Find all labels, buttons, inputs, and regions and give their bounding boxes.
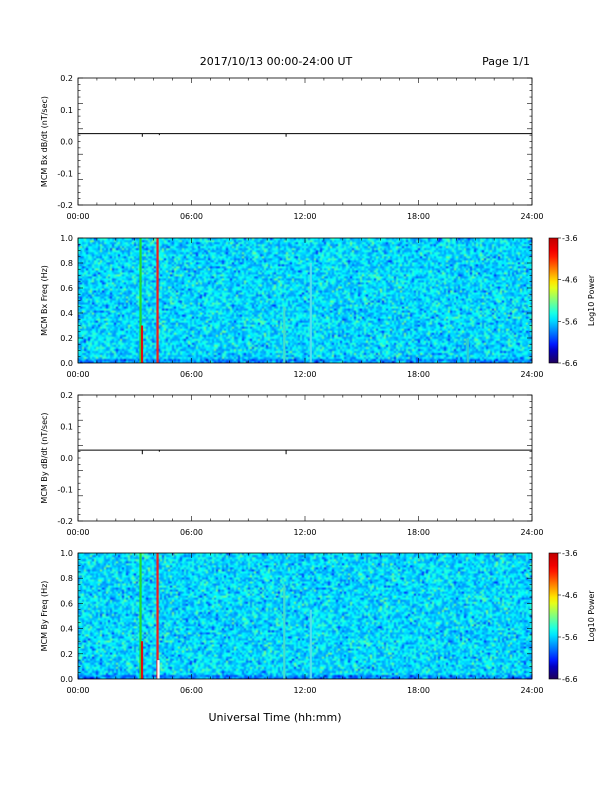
y-tick-label: 1.0 (60, 549, 73, 558)
x-tick-label: 24:00 (520, 212, 543, 221)
colorbar-tick-label: -6.6 (562, 359, 578, 368)
panel-2 (77, 237, 561, 364)
spectral-band-5 (309, 263, 312, 363)
x-tick-label: 12:00 (293, 212, 316, 221)
y-tick-label: 0.0 (60, 138, 73, 147)
y-axis-title: MCM By Freq (Hz) (40, 581, 49, 652)
y-axis-title: MCM Bx Freq (Hz) (40, 265, 49, 336)
x-tick-label: 12:00 (293, 370, 316, 379)
x-tick-label: 06:00 (180, 370, 203, 379)
y-tick-label: 0.8 (60, 574, 73, 583)
y-tick-label: 0.0 (60, 454, 73, 463)
colorbar (548, 237, 559, 364)
x-tick-label: 24:00 (520, 686, 543, 695)
x-tick-label: 00:00 (66, 528, 89, 537)
spectral-band-5 (283, 584, 286, 679)
y-tick-label: -0.2 (57, 201, 73, 210)
colorbar-tick-label: -6.6 (562, 675, 578, 684)
y-tick-label: 0.4 (60, 309, 73, 318)
colorbar-label: Log10 Power (587, 590, 596, 642)
spectrogram-image (78, 553, 532, 679)
y-tick-label: 0.1 (60, 106, 73, 115)
x-tick-label: 00:00 (66, 686, 89, 695)
page-label: Page 1/1 (482, 55, 530, 68)
colorbar-tick-label: -4.6 (562, 591, 578, 600)
x-tick-label: 24:00 (520, 370, 543, 379)
spectrogram-image (78, 238, 532, 363)
y-tick-label: 0.6 (60, 599, 73, 608)
y-tick-label: 0.2 (60, 650, 73, 659)
x-tick-label: 18:00 (407, 370, 430, 379)
spectral-band-3 (156, 553, 159, 679)
colorbar-tick-label: -4.6 (562, 276, 578, 285)
spectral-band-2 (140, 641, 144, 679)
x-tick-label: 24:00 (520, 528, 543, 537)
y-tick-label: 0.6 (60, 284, 73, 293)
y-axis-title: MCM By dB/dt (nT/sec) (40, 412, 49, 503)
y-tick-label: 0.4 (60, 625, 73, 634)
x-tick-label: 12:00 (293, 686, 316, 695)
x-tick-label: 06:00 (180, 528, 203, 537)
y-tick-label: 0.2 (60, 391, 73, 400)
plot-frame (77, 394, 533, 522)
x-tick-label: 12:00 (293, 528, 316, 537)
colorbar-tick-label: -5.6 (562, 633, 578, 642)
y-tick-label: -0.1 (57, 169, 73, 178)
y-tick-label: 1.0 (60, 234, 73, 243)
spectral-band-1 (139, 553, 142, 679)
x-tick-label: 00:00 (66, 212, 89, 221)
y-tick-label: 0.1 (60, 423, 73, 432)
spectral-band-4 (157, 660, 160, 679)
x-axis-title: Universal Time (hh:mm) (209, 711, 342, 724)
plot-frame (77, 77, 533, 206)
y-axis-title: MCM Bx dB/dt (nT/sec) (40, 96, 49, 187)
y-tick-label: -0.2 (57, 517, 73, 526)
spectral-band-4 (283, 306, 286, 363)
x-tick-label: 18:00 (407, 212, 430, 221)
colorbar (548, 552, 559, 680)
x-tick-label: 00:00 (66, 370, 89, 379)
y-tick-label: 0.8 (60, 259, 73, 268)
colorbar-tick-label: -5.6 (562, 317, 578, 326)
page-title: 2017/10/13 00:00-24:00 UT (200, 55, 353, 68)
panel-3 (77, 394, 533, 522)
panel-1 (77, 77, 533, 206)
x-tick-label: 06:00 (180, 212, 203, 221)
colorbar-label: Log10 Power (587, 274, 596, 326)
x-tick-label: 06:00 (180, 686, 203, 695)
spectral-band-2 (140, 325, 144, 363)
spectral-band-6 (466, 338, 469, 363)
x-tick-label: 18:00 (407, 686, 430, 695)
y-tick-label: 0.0 (60, 675, 73, 684)
y-tick-label: 0.2 (60, 334, 73, 343)
x-tick-label: 18:00 (407, 528, 430, 537)
y-tick-label: 0.2 (60, 74, 73, 83)
y-tick-label: 0.0 (60, 359, 73, 368)
colorbar-tick-label: -3.6 (562, 549, 578, 558)
y-tick-label: -0.1 (57, 486, 73, 495)
spectral-band-3 (156, 238, 159, 363)
panel-4 (77, 552, 561, 680)
spectral-band-1 (139, 238, 142, 363)
spectral-band-6 (309, 609, 312, 679)
colorbar-tick-label: -3.6 (562, 234, 578, 243)
